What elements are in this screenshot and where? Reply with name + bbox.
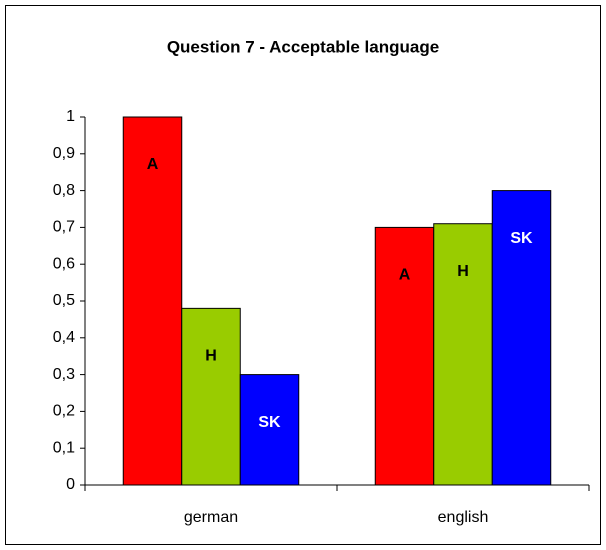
chart-title: Question 7 - Acceptable language: [167, 37, 439, 56]
y-tick-label: 0,1: [53, 439, 75, 456]
bar-label: H: [457, 263, 469, 280]
bar: [181, 307, 241, 486]
bar-label: A: [399, 267, 411, 284]
y-tick-label: 0,6: [53, 255, 75, 272]
y-tick-label: 0,9: [53, 145, 75, 162]
y-tick-label: 0,4: [53, 329, 75, 346]
bar: [491, 190, 552, 486]
bar: [433, 223, 493, 486]
bar: [374, 226, 435, 486]
y-tick-label: 0,8: [53, 182, 75, 199]
y-tick-label: 0,5: [53, 292, 75, 309]
bar: [122, 116, 183, 486]
x-tick-label: german: [184, 509, 238, 526]
y-tick-label: 1: [66, 108, 75, 125]
bar-label: H: [205, 348, 217, 365]
bar-label: SK: [258, 414, 281, 431]
x-tick-label: english: [438, 509, 489, 526]
bar: [239, 374, 300, 486]
y-tick-label: 0,3: [53, 366, 75, 383]
y-tick-label: 0,7: [53, 219, 75, 236]
bar-label: A: [147, 156, 159, 173]
y-tick-label: 0: [66, 476, 75, 493]
y-tick-label: 0,2: [53, 403, 75, 420]
bar-label: SK: [510, 230, 533, 247]
